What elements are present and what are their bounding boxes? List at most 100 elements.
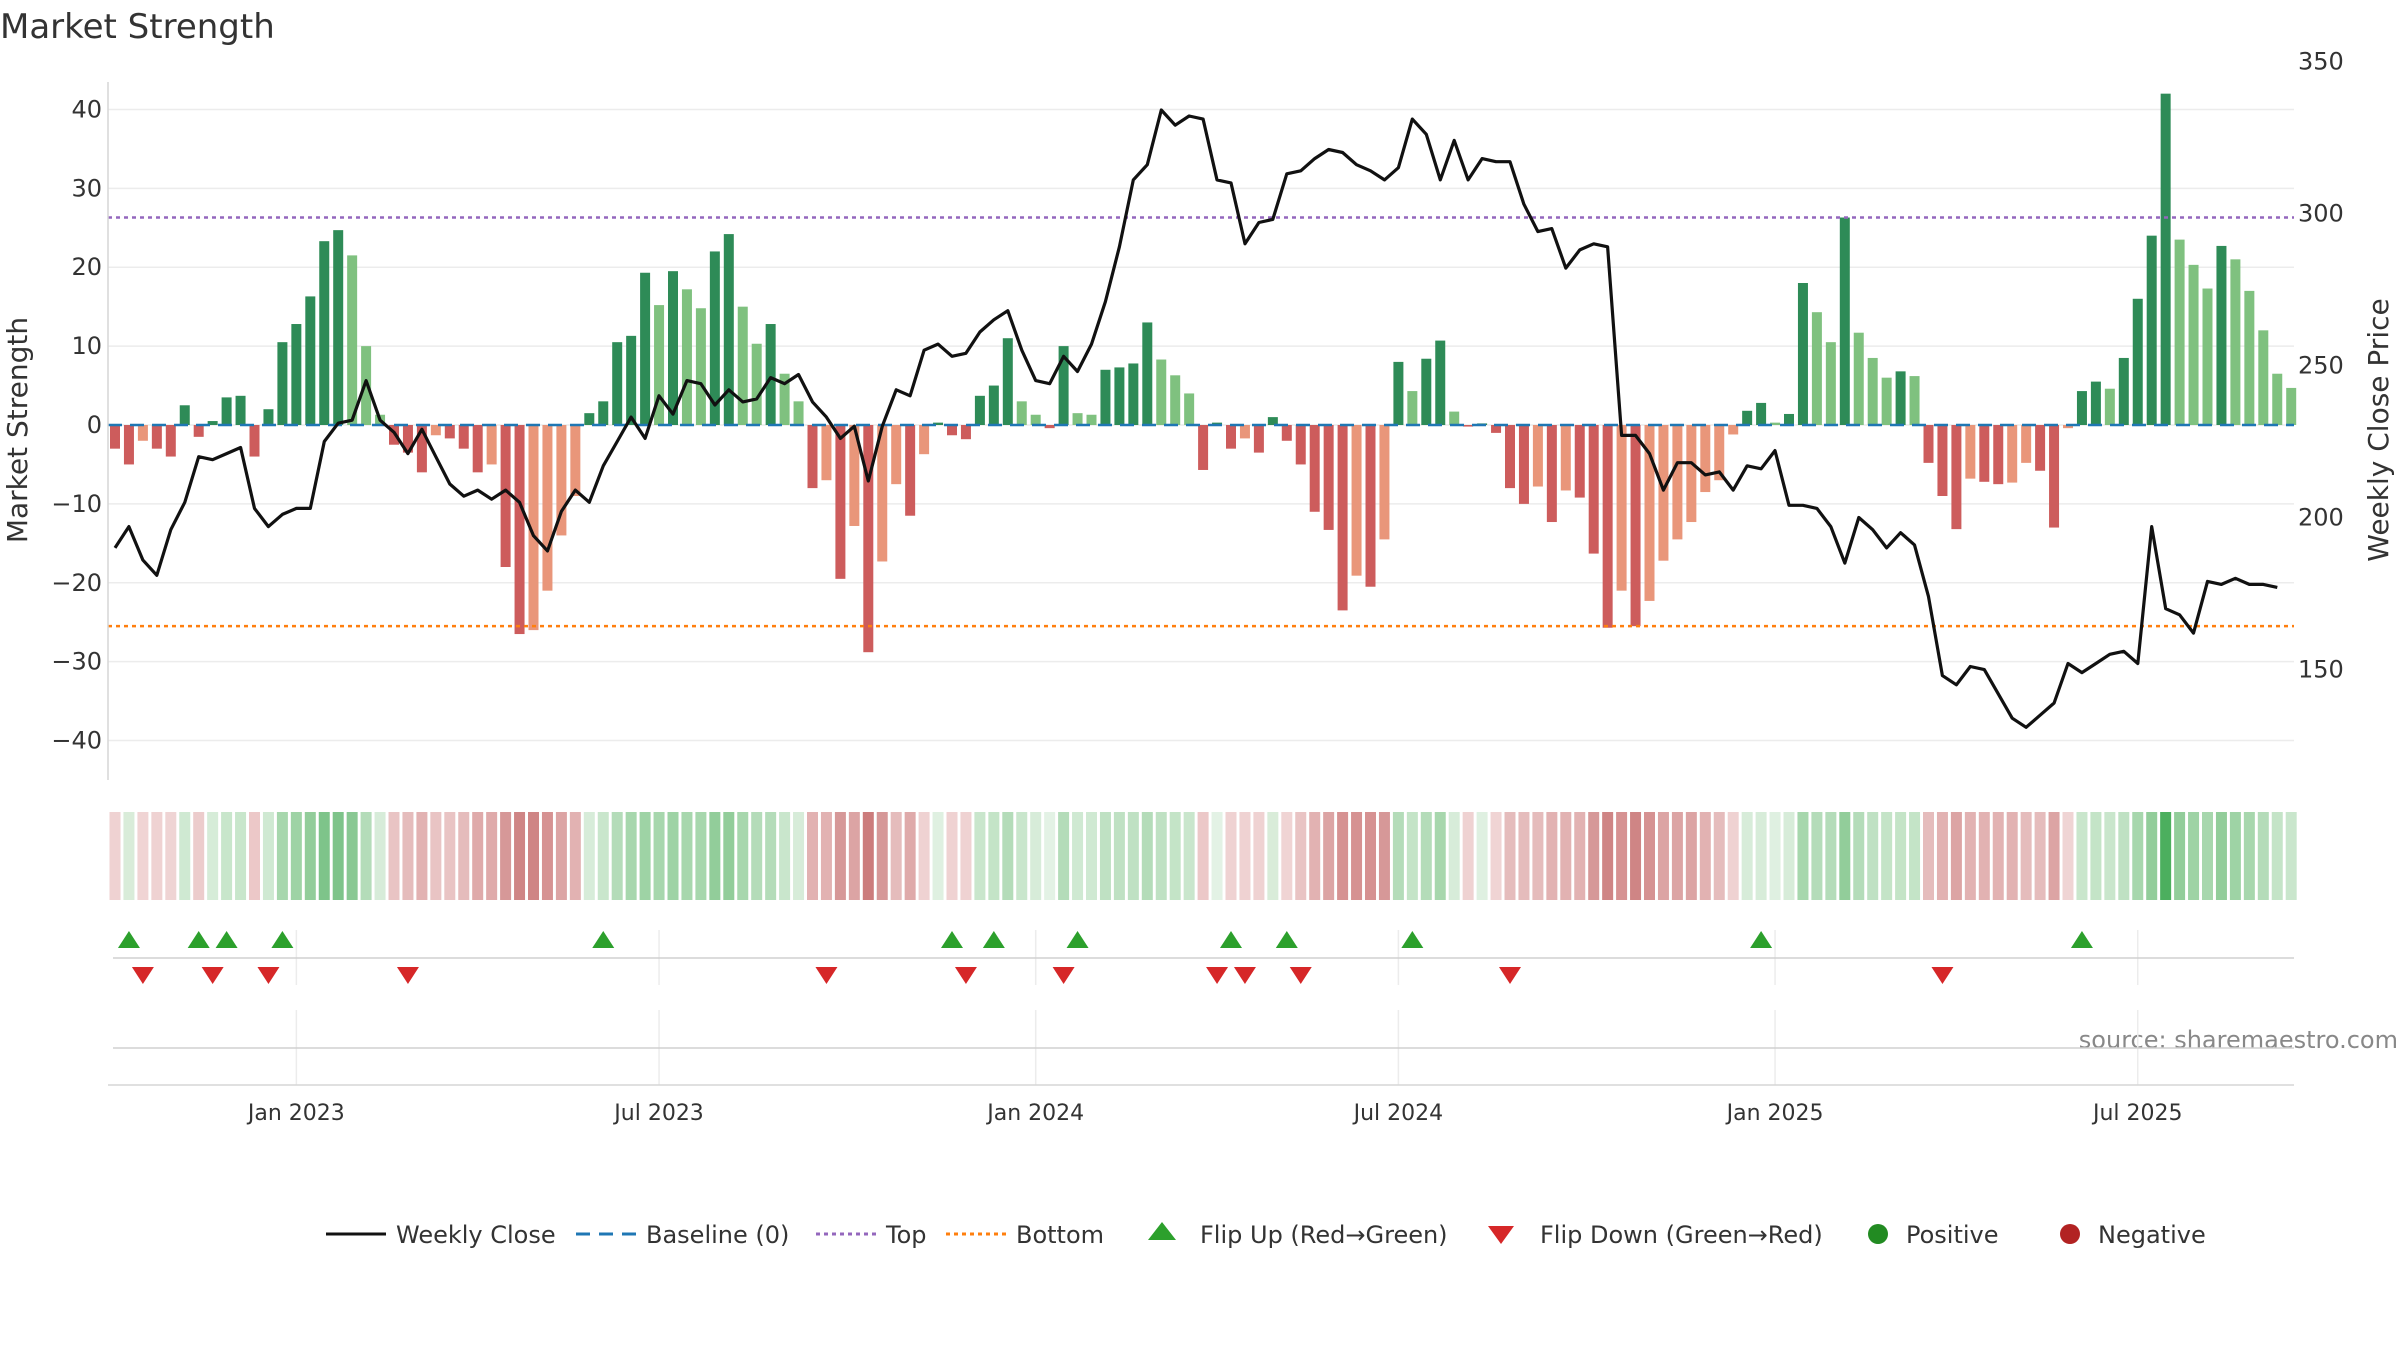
strength-bar [2090,381,2101,425]
strength-bar [709,251,720,425]
strength-bar [1002,338,1013,425]
strength-bar [988,385,999,425]
heatmap-cell [1657,812,1669,900]
heatmap-cell [1699,812,1711,900]
strength-bar [137,425,148,441]
strength-bar [793,401,804,425]
heatmap-cell [1058,812,1070,900]
strength-bar [919,425,930,455]
strength-bar [1881,377,1892,425]
strength-bar [1170,375,1181,425]
heatmap-cell [123,812,135,900]
strength-bar [430,425,441,436]
x-axis: Jan 2023 Jul 2023 Jan 2024 Jul 2024 Jan 2025… [108,1010,2294,1126]
strength-bar [1797,283,1808,425]
strength-bar [737,306,748,425]
heatmap-cell [695,812,707,900]
strength-bar [723,234,734,425]
heatmap-cell [290,812,302,900]
strength-bar [2104,388,2115,425]
weekly-close-line [113,108,2278,729]
strength-bar [1839,217,1850,425]
heatmap-cell [1769,812,1781,900]
strength-bar [1030,414,1041,425]
heatmap-cell [1532,812,1544,900]
flip-up-marker [982,931,1005,948]
strength-bar [165,425,176,457]
heatmap-cell [807,812,818,900]
heatmap-cell [555,812,567,900]
strength-bar [1198,425,1209,470]
heatmap-cell [1853,812,1865,900]
flip-up-marker [592,931,615,948]
heatmap-cell [1462,812,1474,900]
strength-bar [556,425,567,536]
heatmap-cell [374,812,386,900]
heatmap-cell [876,812,888,900]
heatmap-cell [1923,812,1934,900]
strength-bar [291,324,302,425]
heatmap-cell [2174,812,2186,900]
heatmap-cell [1992,812,2004,900]
heatmap-cell [486,812,498,900]
strength-bar [1086,414,1097,425]
strength-bar [1979,425,1990,482]
heatmap-cell [1030,812,1042,900]
flip-up-marker [215,931,238,948]
strength-bar [1435,340,1446,425]
heatmap-cell [1072,812,1084,900]
x-tick-label: Jul 2024 [1352,1101,1444,1126]
heatmap-cell [262,812,274,900]
heatmap-cell [528,812,539,900]
flip-up-marker [1750,931,1773,948]
strength-bar [2188,264,2199,425]
strength-bar [2132,298,2143,425]
strength-bar [1602,425,1613,628]
y2-axis-label: Weekly Close Price [2362,298,2395,561]
heatmap-cell [653,812,665,900]
strength-heatmap-strip [109,812,2297,900]
heatmap-cell [1644,812,1655,900]
heatmap-cell [1239,812,1251,900]
heatmap-cell [346,812,358,900]
strength-bar [1825,342,1836,425]
strength-bar [1491,425,1502,433]
legend-swatch-triangle-up [1148,1222,1176,1240]
heatmap-cell [416,812,428,900]
strength-bar [1853,332,1864,425]
heatmap-cell [541,812,553,900]
strength-bar [2076,391,2087,425]
heatmap-cell [458,812,470,900]
heatmap-cell [1755,812,1767,900]
strength-bar [402,425,413,453]
heatmap-cell [165,812,177,900]
heatmap-cell [1936,812,1948,900]
heatmap-cell [1169,812,1181,900]
heatmap-cell [751,812,763,900]
flip-down-marker [1233,967,1256,984]
strength-bar [542,425,553,591]
strength-bar [1965,425,1976,479]
heatmap-cell [918,812,930,900]
heatmap-cell [360,812,372,900]
heatmap-cell [1504,812,1516,900]
strength-bar [1616,425,1627,591]
y-tick-label: −30 [51,648,102,676]
heatmap-cell [1406,812,1418,900]
strength-bar [2174,239,2185,425]
y2-tick-label: 250 [2298,351,2344,379]
legend-label: Bottom [1016,1221,1104,1249]
y-tick-label: 30 [71,174,102,202]
strength-bar [1588,425,1599,554]
strength-bar [1463,425,1474,427]
strength-bar [347,255,358,425]
strength-bar [235,395,246,425]
heatmap-cell [737,812,749,900]
flip-up-marker [941,931,963,948]
heatmap-cell [207,812,219,900]
flip-down-marker [1052,967,1075,984]
strength-bar [2160,93,2171,426]
heatmap-cell [848,812,860,900]
strength-bar [1728,425,1739,435]
y-tick-label: −40 [51,727,102,755]
